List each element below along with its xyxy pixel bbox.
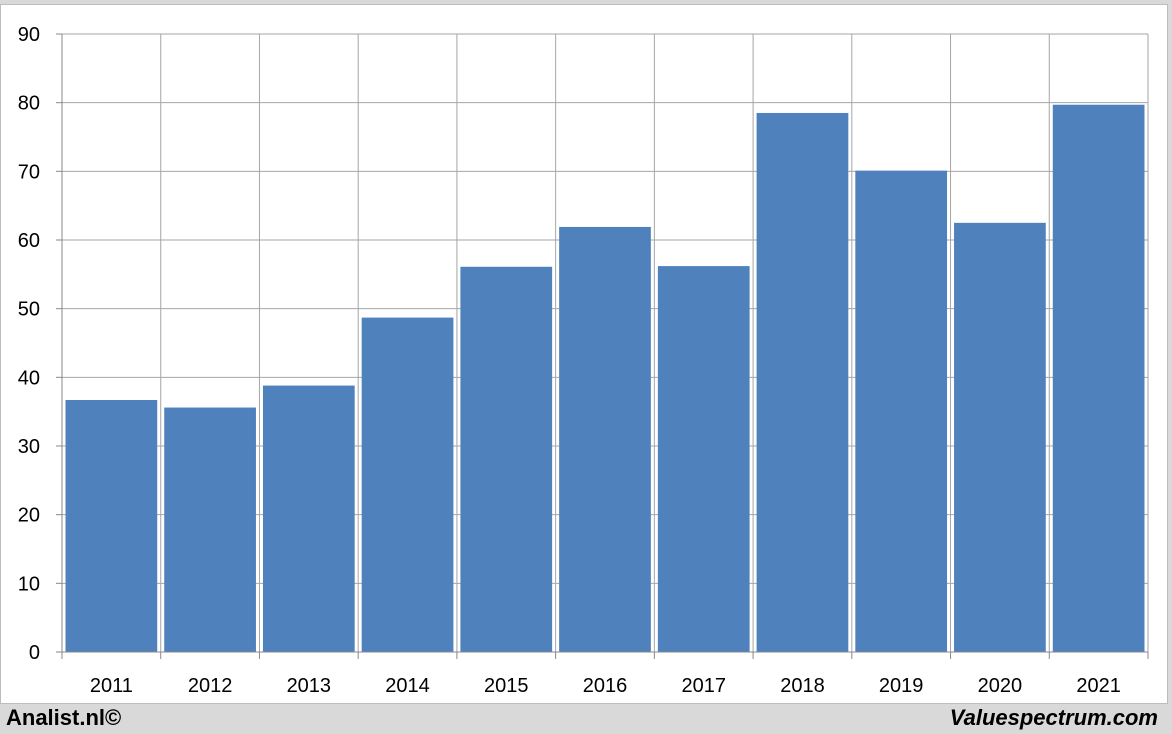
bar-2011 bbox=[65, 399, 158, 652]
x-tick-label: 2019 bbox=[879, 675, 924, 697]
x-tick-label: 2011 bbox=[90, 675, 133, 697]
source-credit-right: Valuespectrum.com bbox=[949, 705, 1158, 730]
bar-2012 bbox=[164, 407, 256, 652]
x-tick-label: 2021 bbox=[1076, 675, 1121, 697]
x-tick-label: 2020 bbox=[978, 675, 1023, 697]
x-tick-label: 2013 bbox=[287, 675, 332, 697]
y-tick-label: 70 bbox=[18, 161, 40, 183]
bar-2016 bbox=[559, 226, 651, 652]
x-tick-labels: 2011 2012 2013 2014 2015 2016 2017 2018 2019 2020… bbox=[90, 675, 1121, 697]
bar-2017 bbox=[657, 266, 750, 652]
x-tick-label: 2016 bbox=[583, 675, 628, 697]
y-tick-label: 20 bbox=[18, 505, 40, 527]
source-credit-left: Analist.nl© bbox=[6, 705, 122, 730]
y-tick-label: 10 bbox=[18, 573, 40, 595]
axes bbox=[56, 33, 1149, 659]
bar-2020 bbox=[954, 222, 1046, 653]
y-tick-label: 50 bbox=[18, 299, 40, 321]
x-tick-label: 2017 bbox=[681, 675, 726, 697]
bar-2019 bbox=[855, 170, 948, 652]
bar-chart: 0 10 20 30 40 50 60 70 80 90 2011 2012 2013 2014 2015… bbox=[18, 24, 1149, 697]
x-tick-label: 2015 bbox=[484, 675, 529, 697]
y-tick-label: 0 bbox=[29, 642, 40, 664]
bar-2021 bbox=[1052, 104, 1145, 652]
y-tick-label: 60 bbox=[18, 230, 40, 252]
bar-2018 bbox=[756, 112, 849, 652]
x-tick-label: 2018 bbox=[780, 675, 825, 697]
y-tick-label: 90 bbox=[18, 24, 40, 46]
bar-2013 bbox=[262, 385, 355, 652]
y-tick-labels: 0 10 20 30 40 50 60 70 80 90 bbox=[18, 24, 40, 664]
bar-2015 bbox=[460, 266, 553, 652]
bars bbox=[65, 104, 1145, 653]
y-tick-label: 80 bbox=[18, 93, 40, 115]
x-tick-label: 2012 bbox=[188, 675, 233, 697]
y-tick-label: 40 bbox=[18, 367, 40, 389]
y-tick-label: 30 bbox=[18, 436, 40, 458]
bar-2014 bbox=[361, 317, 454, 652]
x-tick-label: 2014 bbox=[385, 675, 430, 697]
